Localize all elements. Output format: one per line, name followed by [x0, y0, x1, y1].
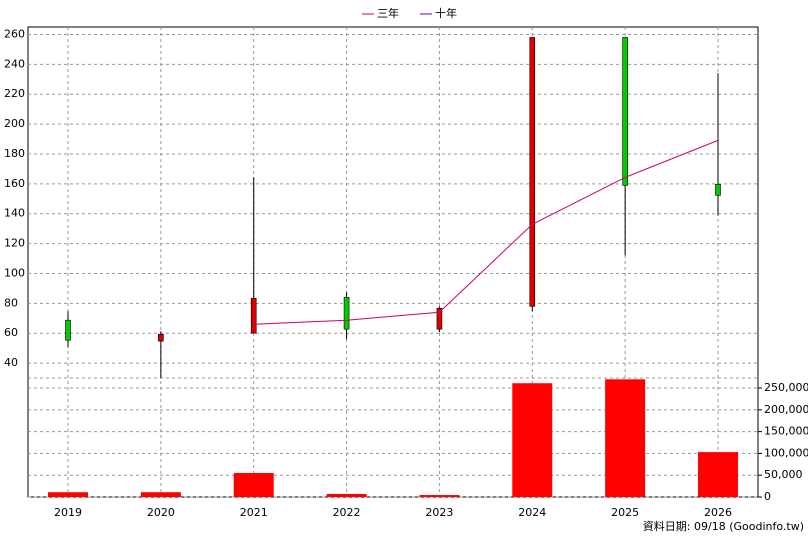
x-tick-label: 2021 [240, 506, 268, 519]
candle-body [250, 297, 257, 334]
y2-tick-label: 200,000 [764, 403, 808, 416]
x-tick-label: 2026 [704, 506, 732, 519]
y2-tick-label: 100,000 [764, 446, 808, 459]
y2-tick-label: 250,000 [764, 381, 808, 394]
x-tick-label: 2022 [333, 506, 361, 519]
y2-tick-label: 150,000 [764, 425, 808, 438]
volume-bar [512, 383, 553, 497]
y2-tick-label: 0 [764, 490, 771, 503]
legend-label: 三年 [377, 6, 399, 20]
y-tick-label: 140 [4, 207, 25, 220]
y-tick-label: 100 [4, 266, 25, 279]
candle-body [529, 37, 536, 307]
y-tick-label: 220 [4, 87, 25, 100]
y-tick-label: 60 [4, 326, 18, 339]
x-tick-label: 2020 [147, 506, 175, 519]
volume-bar [605, 379, 646, 497]
y-tick-label: 260 [4, 27, 25, 40]
ma-line [253, 139, 719, 325]
x-tick-label: 2023 [425, 506, 453, 519]
candle-body [343, 297, 350, 330]
candle-body [715, 183, 721, 196]
volume-bar [419, 495, 460, 497]
source-note: 資料日期: 09/18 (Goodinfo.tw) [643, 519, 804, 533]
plot-frame [27, 26, 759, 498]
x-tick-label: 2019 [54, 506, 82, 519]
y-tick-label: 160 [4, 177, 25, 190]
y-tick-label: 120 [4, 237, 25, 250]
y2-tick-label: 50,000 [764, 468, 803, 481]
x-tick-label: 2025 [611, 506, 639, 519]
volume-bar [233, 473, 274, 497]
volume-bar [326, 493, 367, 497]
candle-body [436, 307, 443, 330]
candle-body [622, 37, 628, 186]
y-tick-label: 200 [4, 117, 25, 130]
volume-bar [48, 492, 88, 497]
candle-body [65, 319, 71, 341]
candle-body [158, 333, 164, 342]
legend-label: 十年 [435, 6, 457, 20]
y-tick-label: 240 [4, 57, 25, 70]
y-tick-label: 180 [4, 147, 25, 160]
y-tick-label: 80 [4, 296, 18, 309]
x-tick-label: 2024 [518, 506, 546, 519]
volume-bar [140, 492, 181, 497]
volume-bar [698, 452, 738, 497]
y-tick-label: 40 [4, 356, 18, 369]
